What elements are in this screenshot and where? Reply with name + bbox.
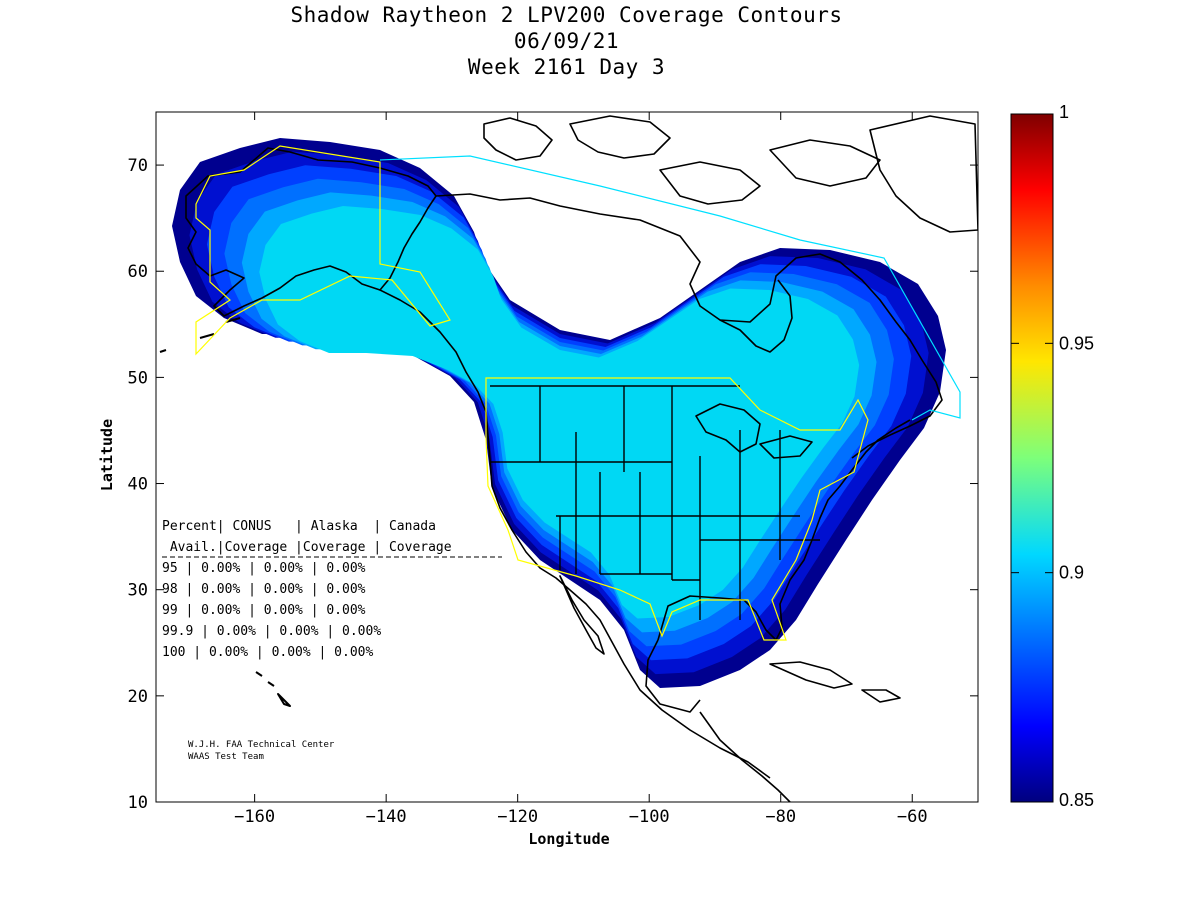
- plot-title: Shadow Raytheon 2 LPV200 Coverage Contou…: [0, 2, 1133, 80]
- axis-ticks: −160 −140 −120 −100 −80 −60 10 20 30 40 50 60 70: [128, 112, 978, 827]
- y-tick-label: 60: [128, 262, 148, 282]
- stats-row: 99 | 0.00% | 0.00% | 0.00%: [162, 603, 366, 618]
- x-tick-label: −160: [234, 807, 275, 827]
- baja-peninsula: [559, 575, 605, 655]
- hispaniola: [861, 689, 901, 703]
- gulf-coast: [657, 419, 911, 641]
- canada-north-coast: [435, 193, 943, 459]
- service-boundaries: [195, 145, 961, 641]
- stats-header-1: Percent| CONUS | Alaska | Canada: [162, 519, 436, 534]
- state-borders: [490, 385, 820, 620]
- y-tick-label: 70: [128, 156, 148, 176]
- y-tick-label: 50: [128, 368, 148, 388]
- title-line-2: 06/09/21: [513, 29, 620, 53]
- map-layer: [159, 115, 978, 802]
- stats-row: 95 | 0.00% | 0.00% | 0.00%: [162, 561, 366, 576]
- colorbar: [1010, 113, 1054, 803]
- stats-row: 99.9 | 0.00% | 0.00% | 0.00%: [162, 624, 381, 639]
- stats-header-2: Avail.|Coverage |Coverage | Coverage: [162, 540, 452, 555]
- colorbar-tick-label: 0.95: [1059, 333, 1094, 353]
- aleutians: [159, 317, 241, 353]
- stats-row: 100 | 0.00% | 0.00% | 0.00%: [162, 645, 373, 660]
- y-tick-label: 20: [128, 687, 148, 707]
- central-america: [699, 711, 791, 802]
- y-tick-label: 40: [128, 475, 148, 495]
- credit-line-1: W.J.H. FAA Technical Center: [188, 740, 335, 750]
- coastlines: [159, 115, 978, 802]
- stats-row: 98 | 0.00% | 0.00% | 0.00%: [162, 582, 366, 597]
- hawaii: [255, 671, 291, 707]
- x-tick-label: −140: [366, 807, 407, 827]
- conus-service-boundary: [485, 377, 869, 641]
- y-axis-label: Latitude: [98, 419, 116, 491]
- title-line-1: Shadow Raytheon 2 LPV200 Coverage Contou…: [290, 3, 843, 27]
- west-coast: [379, 289, 771, 779]
- plot-frame: [155, 111, 979, 803]
- great-lakes: [695, 403, 813, 459]
- colorbar-tick-label: 0.85: [1059, 790, 1094, 810]
- colorbar-ticks: 0.85 0.9 0.95 1: [1011, 102, 1094, 810]
- x-tick-label: −60: [897, 807, 928, 827]
- greenland: [869, 115, 978, 233]
- alaska-service-boundary: [195, 145, 451, 356]
- cuba: [769, 661, 853, 689]
- canada-boundary: [379, 155, 961, 421]
- y-tick-label: 30: [128, 581, 148, 601]
- arctic-island-4: [769, 139, 881, 187]
- arctic-island-3: [659, 161, 761, 205]
- arctic-island-1: [483, 117, 553, 161]
- colorbar-tick-label: 0.9: [1059, 563, 1084, 583]
- x-tick-label: −120: [497, 807, 538, 827]
- title-line-3: Week 2161 Day 3: [467, 55, 666, 79]
- credit-line-2: WAAS Test Team: [188, 752, 264, 762]
- stats-rows: 95 | 0.00% | 0.00% | 0.00% 98 | 0.00% | …: [162, 561, 381, 660]
- stats-table: Percent| CONUS | Alaska | Canada Avail.|…: [162, 519, 502, 660]
- x-tick-label: −100: [629, 807, 670, 827]
- mexico-gulf-coast: [645, 639, 701, 713]
- arctic-island-2: [569, 115, 671, 159]
- alaska-coast: [185, 147, 437, 317]
- y-tick-label: 10: [128, 793, 148, 813]
- hudson-bay: [719, 279, 793, 353]
- x-axis-label: Longitude: [528, 830, 609, 848]
- colorbar-tick-label: 1: [1059, 102, 1069, 122]
- x-tick-label: −80: [765, 807, 796, 827]
